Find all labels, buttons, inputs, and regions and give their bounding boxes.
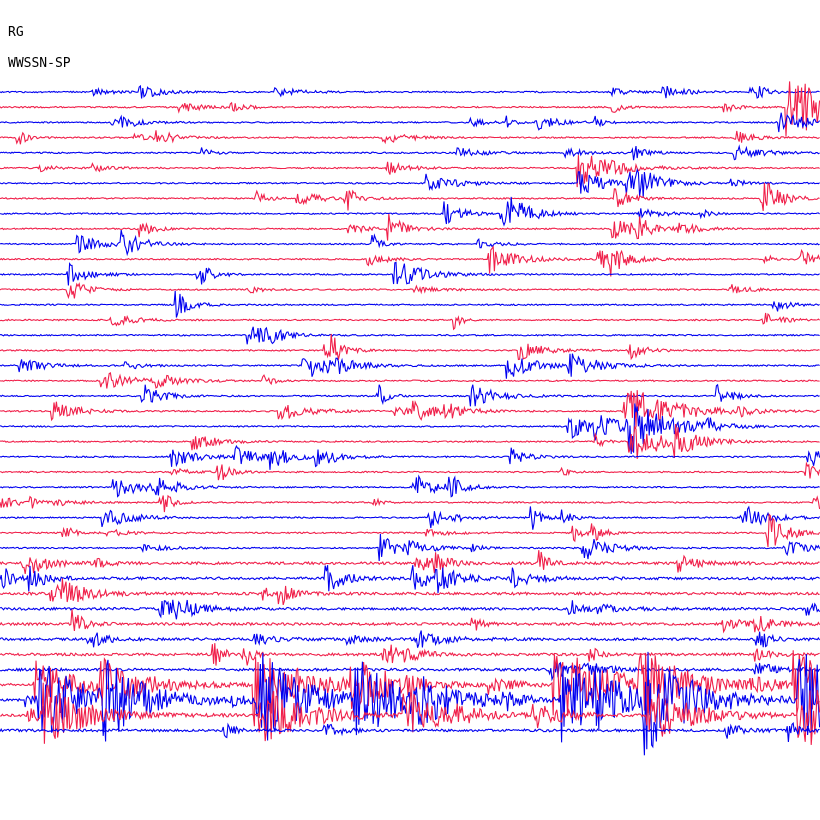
trace — [0, 326, 820, 345]
station-label: RG — [8, 25, 24, 40]
trace — [0, 390, 820, 428]
trace — [0, 182, 820, 211]
trace — [0, 660, 820, 682]
trace — [0, 513, 820, 548]
trace — [0, 682, 820, 745]
trace — [0, 144, 820, 161]
trace — [0, 312, 820, 331]
trace — [0, 130, 820, 145]
trace — [0, 112, 820, 133]
trace — [0, 643, 820, 666]
trace — [0, 245, 820, 277]
trace — [0, 599, 820, 620]
trace — [0, 494, 820, 513]
trace — [0, 196, 820, 227]
trace — [0, 282, 820, 300]
trace — [0, 81, 820, 137]
trace — [0, 444, 820, 470]
trace — [0, 505, 820, 530]
trace — [0, 403, 820, 455]
trace — [0, 578, 820, 606]
trace — [0, 461, 820, 481]
trace — [0, 372, 820, 389]
trace — [0, 565, 820, 594]
trace — [0, 533, 820, 562]
trace — [0, 229, 820, 257]
trace — [0, 353, 820, 379]
trace — [0, 290, 820, 318]
trace — [0, 630, 820, 648]
instrument-label: WWSSN-SP — [8, 56, 71, 71]
trace — [0, 333, 820, 361]
trace — [0, 722, 820, 742]
trace — [0, 261, 820, 286]
trace — [0, 650, 820, 727]
trace — [0, 550, 820, 575]
traces — [0, 81, 820, 756]
trace — [0, 84, 820, 99]
trace — [0, 609, 820, 634]
trace — [0, 474, 820, 498]
trace — [0, 168, 820, 198]
trace — [0, 383, 820, 407]
trace — [0, 423, 820, 459]
trace — [0, 155, 820, 188]
trace — [0, 213, 820, 241]
